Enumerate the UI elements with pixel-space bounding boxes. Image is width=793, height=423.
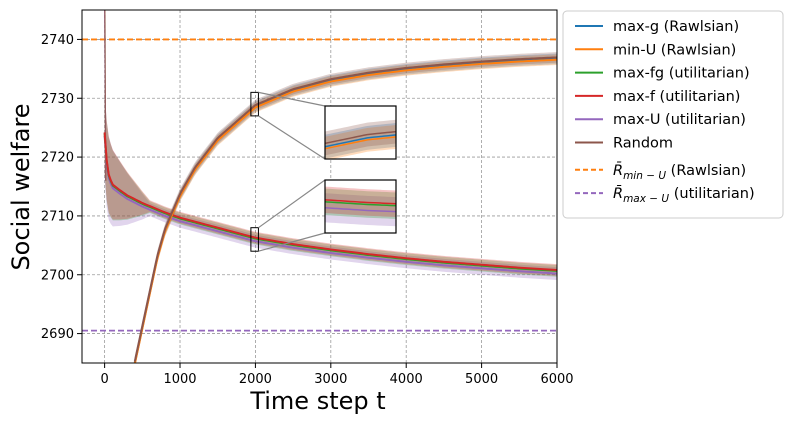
series-band <box>104 91 557 276</box>
legend-entry: min-U (Rawlsian) <box>613 42 736 58</box>
legend-entry: R̄max − U (utilitarian) <box>613 184 755 205</box>
y-tick-label: 2700 <box>41 268 74 283</box>
legend-entry: max-U (utilitarian) <box>613 112 746 128</box>
x-axis-label: Time step t <box>249 387 385 415</box>
x-tick-label: 2000 <box>239 372 272 387</box>
inset-series-line <box>325 130 396 145</box>
legend-entry: R̄min − U (Rawlsian) <box>613 161 746 182</box>
inset-series-line <box>325 201 396 207</box>
zoom-inset-frame <box>324 105 397 160</box>
y-tick-label: 2720 <box>41 151 74 166</box>
y-axis-label: Social welfare <box>7 103 35 270</box>
series-line <box>103 132 557 272</box>
inset-series-line <box>325 199 396 205</box>
y-tick-label: 2730 <box>41 92 74 107</box>
legend-entry: max-fg (utilitarian) <box>613 66 750 82</box>
legend-entry: max-f (utilitarian) <box>613 89 740 105</box>
inset-series-line <box>325 134 396 148</box>
y-tick-label: 2740 <box>41 33 74 48</box>
inset-series-line <box>325 207 396 213</box>
x-tick-label: 1000 <box>163 372 196 387</box>
series-line <box>103 135 557 275</box>
zoom-inset <box>325 180 396 233</box>
zoom-inset <box>325 106 396 159</box>
series-band <box>104 90 557 281</box>
plot-frame <box>81 9 558 364</box>
zoom-insets <box>250 91 397 252</box>
x-tick-label: 6000 <box>540 372 573 387</box>
legend: max-g (Rawlsian) min-U (Rawlsian) max-fg (… <box>562 10 784 219</box>
axis-ticks: 0 1000 2000 3000 4000 5000 6000 2690 2700 2710 272… <box>41 33 574 387</box>
plot-area <box>82 10 557 363</box>
x-tick-label: 0 <box>100 372 108 387</box>
inset-series-line <box>325 136 396 150</box>
zoom-source-box <box>250 91 259 117</box>
legend-frame <box>562 10 784 219</box>
inset-series-band <box>325 119 396 156</box>
series-line <box>133 58 557 363</box>
y-tick-label: 2690 <box>41 327 74 342</box>
zoom-connector <box>258 232 326 252</box>
zoom-source-box <box>250 227 259 252</box>
legend-entry: Random <box>613 136 673 152</box>
zoom-connector <box>258 179 326 229</box>
series-line <box>133 56 557 362</box>
zoom-inset-frame <box>324 179 397 234</box>
legend-entry: max-g (Rawlsian) <box>613 19 739 35</box>
x-tick-label: 3000 <box>314 372 347 387</box>
y-tick-label: 2710 <box>41 209 74 224</box>
x-tick-label: 4000 <box>390 372 423 387</box>
zoom-connector <box>258 91 326 107</box>
zoom-connector <box>258 115 326 160</box>
x-tick-label: 5000 <box>465 372 498 387</box>
